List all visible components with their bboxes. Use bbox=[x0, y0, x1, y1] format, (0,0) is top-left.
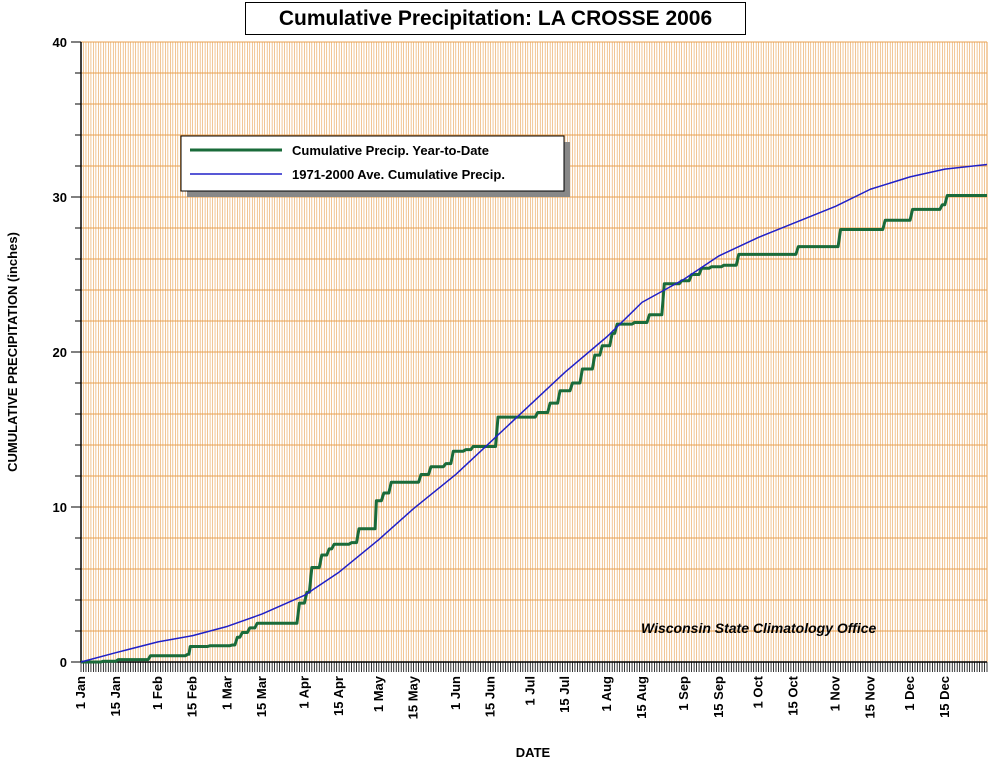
legend: Cumulative Precip. Year-to-Date 1971-200… bbox=[180, 135, 570, 197]
y-tick-label: 0 bbox=[60, 655, 67, 670]
y-tick-label: 20 bbox=[53, 345, 67, 360]
y-tick-label: 10 bbox=[53, 500, 67, 515]
series-lines bbox=[80, 163, 988, 664]
x-tick-label: 1 Jun bbox=[448, 676, 463, 710]
y-tick-label: 40 bbox=[53, 35, 67, 50]
tick-labels: 0 10 20 30 40 1 Jan 15 Jan 1 Feb 15 Feb 1 Mar 15 M… bbox=[53, 35, 952, 719]
x-tick-label: 1 Dec bbox=[902, 676, 917, 711]
series-line-average bbox=[80, 163, 988, 663]
x-tick-label: 15 Mar bbox=[254, 676, 269, 717]
x-tick-label: 15 Jun bbox=[483, 676, 498, 717]
x-tick-label: 1 Nov bbox=[828, 675, 843, 711]
x-tick-label: 1 Jan bbox=[73, 676, 88, 709]
x-tick-label: 15 Sep bbox=[711, 676, 726, 718]
x-tick-label: 1 May bbox=[371, 675, 386, 712]
x-tick-label: 1 Aug bbox=[599, 676, 614, 712]
x-tick-label: 15 Oct bbox=[785, 675, 800, 715]
x-tick-label: 1 Sep bbox=[676, 676, 691, 711]
x-tick-label: 15 Apr bbox=[331, 676, 346, 716]
x-tick-label: 1 Mar bbox=[219, 676, 234, 710]
series-line-observed bbox=[81, 193, 987, 664]
x-tick-label: 1 Apr bbox=[296, 676, 311, 709]
x-tick-label: 15 May bbox=[406, 675, 421, 719]
credit-text: Wisconsin State Climatology Office bbox=[641, 620, 877, 636]
legend-label-observed: Cumulative Precip. Year-to-Date bbox=[292, 143, 489, 158]
y-tick-label: 30 bbox=[53, 190, 67, 205]
axes bbox=[71, 41, 988, 672]
x-tick-label: 15 Nov bbox=[862, 675, 877, 718]
x-tick-label: 1 Feb bbox=[150, 676, 165, 710]
x-tick-label: 15 Jul bbox=[557, 676, 572, 713]
x-tick-label: 15 Feb bbox=[185, 676, 200, 717]
y-axis-label: CUMULATIVE PRECIPITATION (inches) bbox=[5, 232, 20, 472]
x-tick-label: 1 Oct bbox=[751, 675, 766, 708]
grid bbox=[81, 42, 987, 662]
legend-box bbox=[180, 135, 565, 192]
x-tick-label: 1 Jul bbox=[522, 676, 537, 706]
x-tick-label: 15 Aug bbox=[634, 676, 649, 719]
x-tick-label: 15 Jan bbox=[108, 676, 123, 717]
legend-label-average: 1971-2000 Ave. Cumulative Precip. bbox=[292, 167, 505, 182]
x-axis-label: DATE bbox=[516, 745, 551, 760]
x-tick-label: 15 Dec bbox=[937, 676, 952, 718]
chart-title: Cumulative Precipitation: LA CROSSE 2006 bbox=[245, 2, 746, 35]
